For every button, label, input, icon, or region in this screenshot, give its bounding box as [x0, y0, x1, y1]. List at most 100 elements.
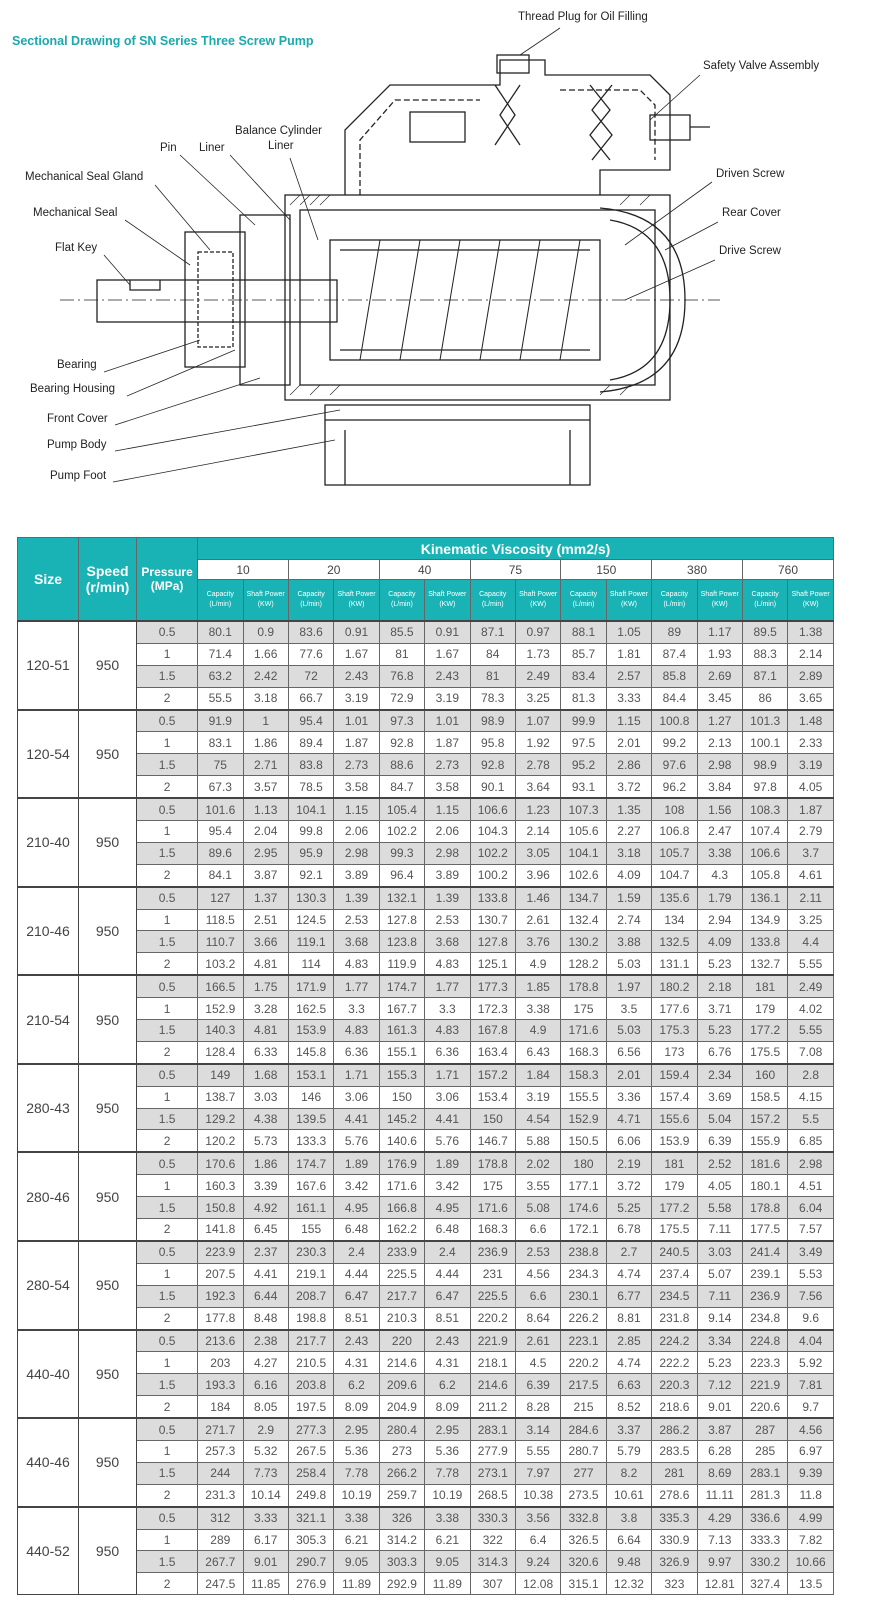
- pressure-cell: 1.5: [136, 841, 199, 865]
- capacity-cell: 181: [651, 1151, 698, 1176]
- capacity-cell: 225.5: [469, 1284, 516, 1308]
- capacity-cell: 101.3: [741, 708, 789, 733]
- capacity-cell: 86: [741, 686, 789, 711]
- capacity-cell: 226.2: [560, 1306, 607, 1331]
- shaft-power-header: Shaft Power (KW): [242, 579, 289, 622]
- table-row: 1 95.4 2.04 99.8 2.06 102.2 2.06 104.3 2.14 105.6…: [18, 820, 834, 843]
- capacity-cell: 103.2: [197, 952, 244, 976]
- capacity-cell: 85.7: [560, 642, 607, 666]
- capacity-cell: 220.2: [560, 1351, 607, 1375]
- capacity-cell: 89.5: [741, 619, 789, 644]
- shaft-power-cell: 5.5: [787, 1107, 834, 1131]
- capacity-cell: 88.6: [378, 753, 426, 777]
- capacity-cell: 155: [287, 1218, 335, 1242]
- capacity-cell: 177.3: [469, 974, 516, 999]
- capacity-cell: 90.1: [469, 775, 516, 799]
- shaft-power-cell: 6.78: [605, 1218, 653, 1242]
- shaft-power-cell: 2.27: [605, 820, 653, 843]
- capacity-cell: 155.5: [560, 1085, 607, 1109]
- capacity-cell: 95.4: [287, 708, 335, 733]
- shaft-power-cell: 2.43: [424, 664, 471, 688]
- shaft-power-cell: 4.09: [605, 863, 653, 888]
- capacity-cell: 96.4: [378, 863, 426, 888]
- label-rear-cover: Rear Cover: [722, 207, 781, 219]
- shaft-power-cell: 9.97: [696, 1550, 743, 1574]
- shaft-power-cell: 1.71: [424, 1062, 471, 1087]
- shaft-power-cell: 6.44: [242, 1284, 289, 1308]
- table-row: 1.5 150.8 4.92 161.1 4.95 166.8 4.95 171.6 5.08 1…: [18, 1196, 834, 1220]
- shaft-power-cell: 9.39: [787, 1461, 834, 1485]
- capacity-cell: 223.3: [741, 1351, 789, 1375]
- shaft-power-cell: 1.79: [696, 885, 743, 910]
- shaft-power-cell: 2.14: [787, 642, 834, 666]
- capacity-cell: 330.3: [469, 1505, 516, 1530]
- shaft-power-cell: 1.86: [242, 1151, 289, 1176]
- shaft-power-cell: 2.47: [696, 820, 743, 843]
- capacity-cell: 267.5: [287, 1439, 335, 1463]
- speed-cell: 950: [78, 708, 138, 799]
- shaft-power-cell: 3.72: [605, 1174, 653, 1198]
- shaft-power-cell: 8.51: [333, 1306, 380, 1331]
- shaft-power-cell: 6.85: [787, 1129, 834, 1153]
- shaft-power-cell: 10.19: [333, 1483, 380, 1508]
- capacity-cell: 176.9: [378, 1151, 426, 1176]
- shaft-power-cell: 6.04: [787, 1196, 834, 1220]
- shaft-power-cell: 2.43: [333, 1328, 380, 1353]
- table-row: 1.5 267.7 9.01 290.7 9.05 303.3 9.05 314.3 9.24 3…: [18, 1550, 834, 1574]
- table-row: 2 141.8 6.45 155 6.48 162.2 6.48 168.3 6.6 172.1 6…: [18, 1218, 834, 1242]
- shaft-power-cell: 0.97: [514, 619, 562, 644]
- capacity-cell: 177.2: [651, 1196, 698, 1220]
- capacity-header: Capacity (L/min): [560, 579, 607, 622]
- capacity-cell: 314.2: [378, 1528, 426, 1552]
- capacity-cell: 224.2: [651, 1328, 698, 1353]
- shaft-power-cell: 3.38: [514, 997, 562, 1021]
- speed-cell: 950: [78, 1239, 138, 1330]
- capacity-cell: 277.3: [287, 1417, 335, 1441]
- pressure-cell: 1.5: [136, 930, 199, 954]
- shaft-power-cell: 4.81: [242, 952, 289, 976]
- pressure-cell: 1: [136, 642, 199, 666]
- capacity-cell: 239.1: [741, 1262, 789, 1286]
- capacity-cell: 287: [741, 1417, 789, 1441]
- shaft-power-cell: 6.64: [605, 1528, 653, 1552]
- table-row: 1 160.3 3.39 167.6 3.42 171.6 3.42 175 3.55 177.1…: [18, 1174, 834, 1198]
- capacity-cell: 172.1: [560, 1218, 607, 1242]
- shaft-power-cell: 6.33: [242, 1040, 289, 1065]
- capacity-cell: 102.2: [378, 820, 426, 843]
- capacity-cell: 221.9: [741, 1373, 789, 1397]
- shaft-power-cell: 4.56: [514, 1262, 562, 1286]
- capacity-cell: 175.5: [651, 1218, 698, 1242]
- shaft-power-cell: 3.66: [242, 930, 289, 954]
- capacity-cell: 167.8: [469, 1019, 516, 1042]
- shaft-power-cell: 1: [242, 708, 289, 733]
- capacity-cell: 133.8: [741, 930, 789, 954]
- shaft-power-cell: 9.05: [424, 1550, 471, 1574]
- capacity-cell: 152.9: [560, 1107, 607, 1131]
- capacity-cell: 240.5: [651, 1239, 698, 1264]
- shaft-power-cell: 4.5: [514, 1351, 562, 1375]
- pressure-cell: 2: [136, 952, 199, 976]
- size-cell: 280-43: [16, 1062, 80, 1153]
- shaft-power-cell: 1.92: [514, 731, 562, 755]
- shaft-power-cell: 2.33: [787, 731, 834, 755]
- pressure-cell: 1: [136, 1085, 199, 1109]
- shaft-power-cell: 2.89: [787, 664, 834, 688]
- capacity-cell: 271.7: [197, 1417, 244, 1441]
- shaft-power-cell: 3.25: [514, 686, 562, 711]
- shaft-power-cell: 3.49: [787, 1239, 834, 1264]
- capacity-cell: 83.6: [287, 619, 335, 644]
- shaft-power-cell: 10.66: [787, 1550, 834, 1574]
- shaft-power-cell: 2.73: [333, 753, 380, 777]
- capacity-cell: 155.1: [378, 1040, 426, 1065]
- shaft-power-cell: 3.06: [424, 1085, 471, 1109]
- shaft-power-cell: 7.73: [242, 1461, 289, 1485]
- shaft-power-cell: 10.19: [424, 1483, 471, 1508]
- capacity-cell: 134: [651, 908, 698, 932]
- capacity-cell: 218.1: [469, 1351, 516, 1375]
- pressure-cell: 0.5: [136, 1239, 199, 1264]
- shaft-power-cell: 2.98: [333, 841, 380, 865]
- capacity-cell: 99.9: [560, 708, 607, 733]
- capacity-cell: 244: [197, 1461, 244, 1485]
- capacity-cell: 102.6: [560, 863, 607, 888]
- speed-cell: 950: [78, 1417, 138, 1508]
